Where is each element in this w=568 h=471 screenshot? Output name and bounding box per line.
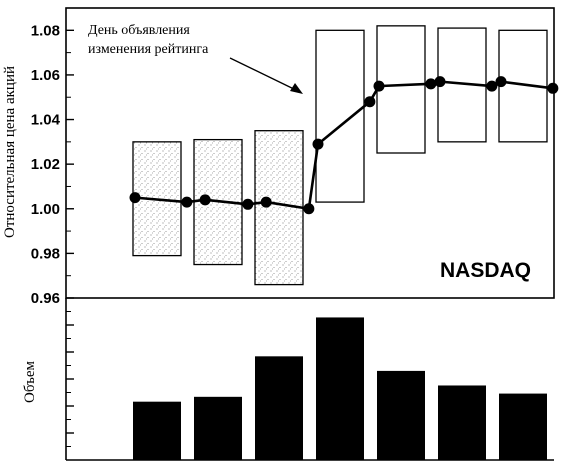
price-point (364, 96, 376, 108)
price-ranges (132, 25, 548, 286)
price-point (312, 138, 324, 150)
volume-bar (194, 396, 242, 460)
price-y-ticks: 0.96 0.98 1.00 1.02 1.04 1.06 1.08 (31, 22, 74, 307)
price-point (303, 203, 315, 215)
price-point (434, 76, 446, 88)
price-point (425, 78, 437, 90)
price-point (547, 82, 559, 94)
price-point (181, 196, 193, 208)
annotation-arrowhead (290, 83, 303, 94)
volume-panel: Объем (22, 298, 554, 461)
volume-bar (377, 370, 425, 460)
y-tick-label: 1.00 (31, 201, 60, 218)
y-tick-label: 1.02 (31, 156, 60, 173)
price-point (373, 80, 385, 92)
annotation-line-2: изменения рейтинга (88, 42, 209, 57)
index-label: NASDAQ (440, 259, 531, 282)
y-tick-label: 0.96 (31, 290, 60, 307)
price-point (260, 196, 272, 208)
volume-bar (133, 401, 181, 460)
price-point (495, 76, 507, 88)
volume-bar (438, 385, 486, 460)
volume-bar (316, 317, 364, 460)
price-point (129, 192, 141, 204)
y-tick-label: 1.08 (31, 22, 60, 39)
volume-axis-label: Объем (22, 360, 38, 403)
price-point (199, 194, 211, 206)
price-range-box (315, 29, 365, 203)
price-line-group (129, 76, 559, 215)
annotation-line-1: День объявления (88, 23, 190, 38)
y-tick-label: 1.06 (31, 67, 60, 84)
annotation-arrow (229, 57, 301, 93)
volume-bars (133, 317, 547, 460)
y-axis-label: Относительная цена акций (2, 66, 18, 238)
y-tick-label: 1.04 (31, 112, 61, 129)
y-tick-label: 0.98 (31, 245, 60, 262)
price-line (134, 80, 554, 211)
volume-bar (255, 356, 303, 460)
price-point (486, 80, 498, 92)
volume-y-ticks (66, 311, 74, 447)
price-panel-frame (65, 7, 555, 299)
price-point (242, 198, 254, 210)
price-range-box (376, 25, 426, 154)
price-panel: Относительная цена акций 0.96 0.98 1.00 1.0… (2, 7, 559, 307)
volume-bar (499, 393, 547, 460)
